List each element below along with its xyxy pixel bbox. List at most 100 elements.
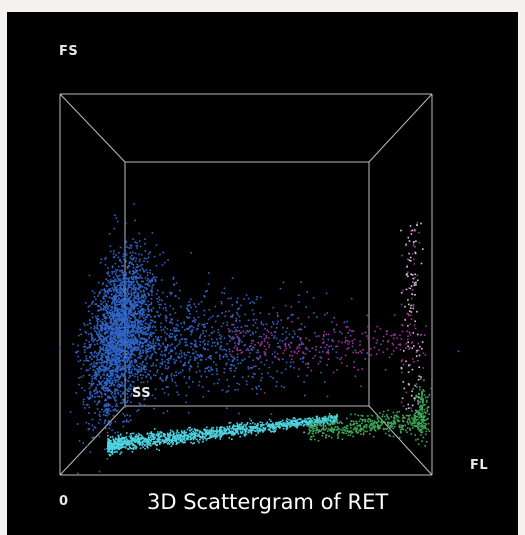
data-point bbox=[114, 214, 116, 216]
data-point bbox=[236, 348, 238, 351]
data-point bbox=[139, 403, 142, 406]
data-point bbox=[244, 425, 247, 427]
data-point bbox=[128, 301, 130, 304]
data-point bbox=[157, 441, 160, 443]
data-point bbox=[211, 368, 213, 371]
data-point bbox=[102, 365, 104, 368]
data-point bbox=[136, 332, 138, 334]
data-point bbox=[93, 374, 95, 377]
data-point bbox=[382, 335, 385, 338]
data-point bbox=[100, 393, 103, 395]
data-point bbox=[118, 386, 120, 388]
data-point bbox=[226, 428, 228, 431]
data-point bbox=[152, 340, 155, 342]
data-point bbox=[97, 401, 99, 404]
data-point bbox=[158, 344, 160, 346]
data-point bbox=[131, 321, 134, 324]
data-point bbox=[196, 345, 198, 348]
data-point bbox=[141, 294, 143, 296]
data-point bbox=[190, 333, 192, 336]
data-point bbox=[95, 371, 98, 374]
data-point bbox=[121, 318, 123, 321]
data-point bbox=[130, 314, 132, 316]
data-point bbox=[169, 357, 172, 360]
data-point bbox=[117, 318, 119, 321]
data-point bbox=[185, 438, 188, 441]
data-point bbox=[106, 331, 109, 334]
data-point bbox=[258, 385, 260, 387]
data-point bbox=[116, 375, 118, 378]
data-point bbox=[109, 410, 112, 412]
data-point bbox=[329, 415, 331, 417]
data-point bbox=[92, 369, 95, 371]
data-point bbox=[116, 409, 119, 412]
data-point bbox=[132, 270, 134, 272]
data-point bbox=[160, 350, 163, 353]
data-point bbox=[98, 281, 100, 284]
data-point bbox=[103, 382, 106, 384]
data-point bbox=[302, 361, 304, 363]
data-point bbox=[147, 348, 150, 350]
data-point bbox=[115, 293, 117, 295]
data-point bbox=[181, 326, 184, 328]
data-point bbox=[120, 319, 122, 321]
data-point bbox=[127, 331, 130, 333]
data-point bbox=[130, 447, 132, 450]
data-point bbox=[200, 359, 203, 361]
data-point bbox=[123, 306, 126, 308]
data-point bbox=[120, 354, 122, 357]
data-point bbox=[112, 349, 115, 351]
data-point bbox=[152, 346, 154, 348]
data-point bbox=[170, 320, 172, 323]
data-point bbox=[134, 330, 137, 333]
data-point bbox=[236, 425, 238, 428]
data-point bbox=[234, 342, 236, 344]
data-point bbox=[134, 241, 136, 243]
data-point bbox=[112, 252, 115, 255]
data-point bbox=[124, 374, 126, 376]
data-point bbox=[145, 365, 147, 368]
data-point bbox=[129, 388, 132, 391]
data-point bbox=[118, 448, 121, 450]
data-point bbox=[290, 422, 292, 425]
data-point bbox=[154, 442, 156, 444]
data-point bbox=[391, 353, 393, 355]
data-point bbox=[161, 358, 163, 361]
data-point bbox=[305, 337, 307, 339]
data-point bbox=[343, 321, 346, 324]
data-point bbox=[316, 417, 318, 419]
data-point bbox=[96, 391, 99, 393]
data-point bbox=[256, 425, 258, 428]
data-point bbox=[137, 273, 139, 275]
data-point bbox=[265, 348, 267, 351]
ss-axis-line bbox=[59, 405, 126, 476]
data-point bbox=[99, 377, 102, 379]
data-point bbox=[334, 417, 336, 420]
data-point bbox=[114, 356, 116, 358]
data-point bbox=[115, 295, 117, 297]
data-point bbox=[228, 437, 231, 439]
data-point bbox=[415, 351, 418, 353]
data-point bbox=[199, 359, 202, 361]
data-point bbox=[178, 297, 180, 300]
data-point bbox=[99, 370, 102, 372]
data-point bbox=[178, 432, 180, 434]
data-point bbox=[128, 445, 131, 447]
data-point bbox=[180, 334, 182, 336]
data-point bbox=[151, 287, 153, 289]
data-point bbox=[344, 341, 347, 344]
data-point bbox=[290, 419, 293, 422]
data-point bbox=[112, 366, 114, 369]
data-point bbox=[252, 339, 255, 342]
data-point bbox=[242, 427, 244, 429]
data-point bbox=[126, 393, 128, 395]
data-point bbox=[105, 330, 107, 332]
data-point bbox=[95, 317, 98, 319]
data-point bbox=[137, 324, 139, 327]
data-point bbox=[120, 279, 122, 282]
data-point bbox=[100, 333, 103, 335]
data-point bbox=[150, 309, 152, 311]
data-point bbox=[214, 320, 217, 323]
data-point bbox=[107, 312, 109, 314]
data-point bbox=[94, 374, 97, 376]
